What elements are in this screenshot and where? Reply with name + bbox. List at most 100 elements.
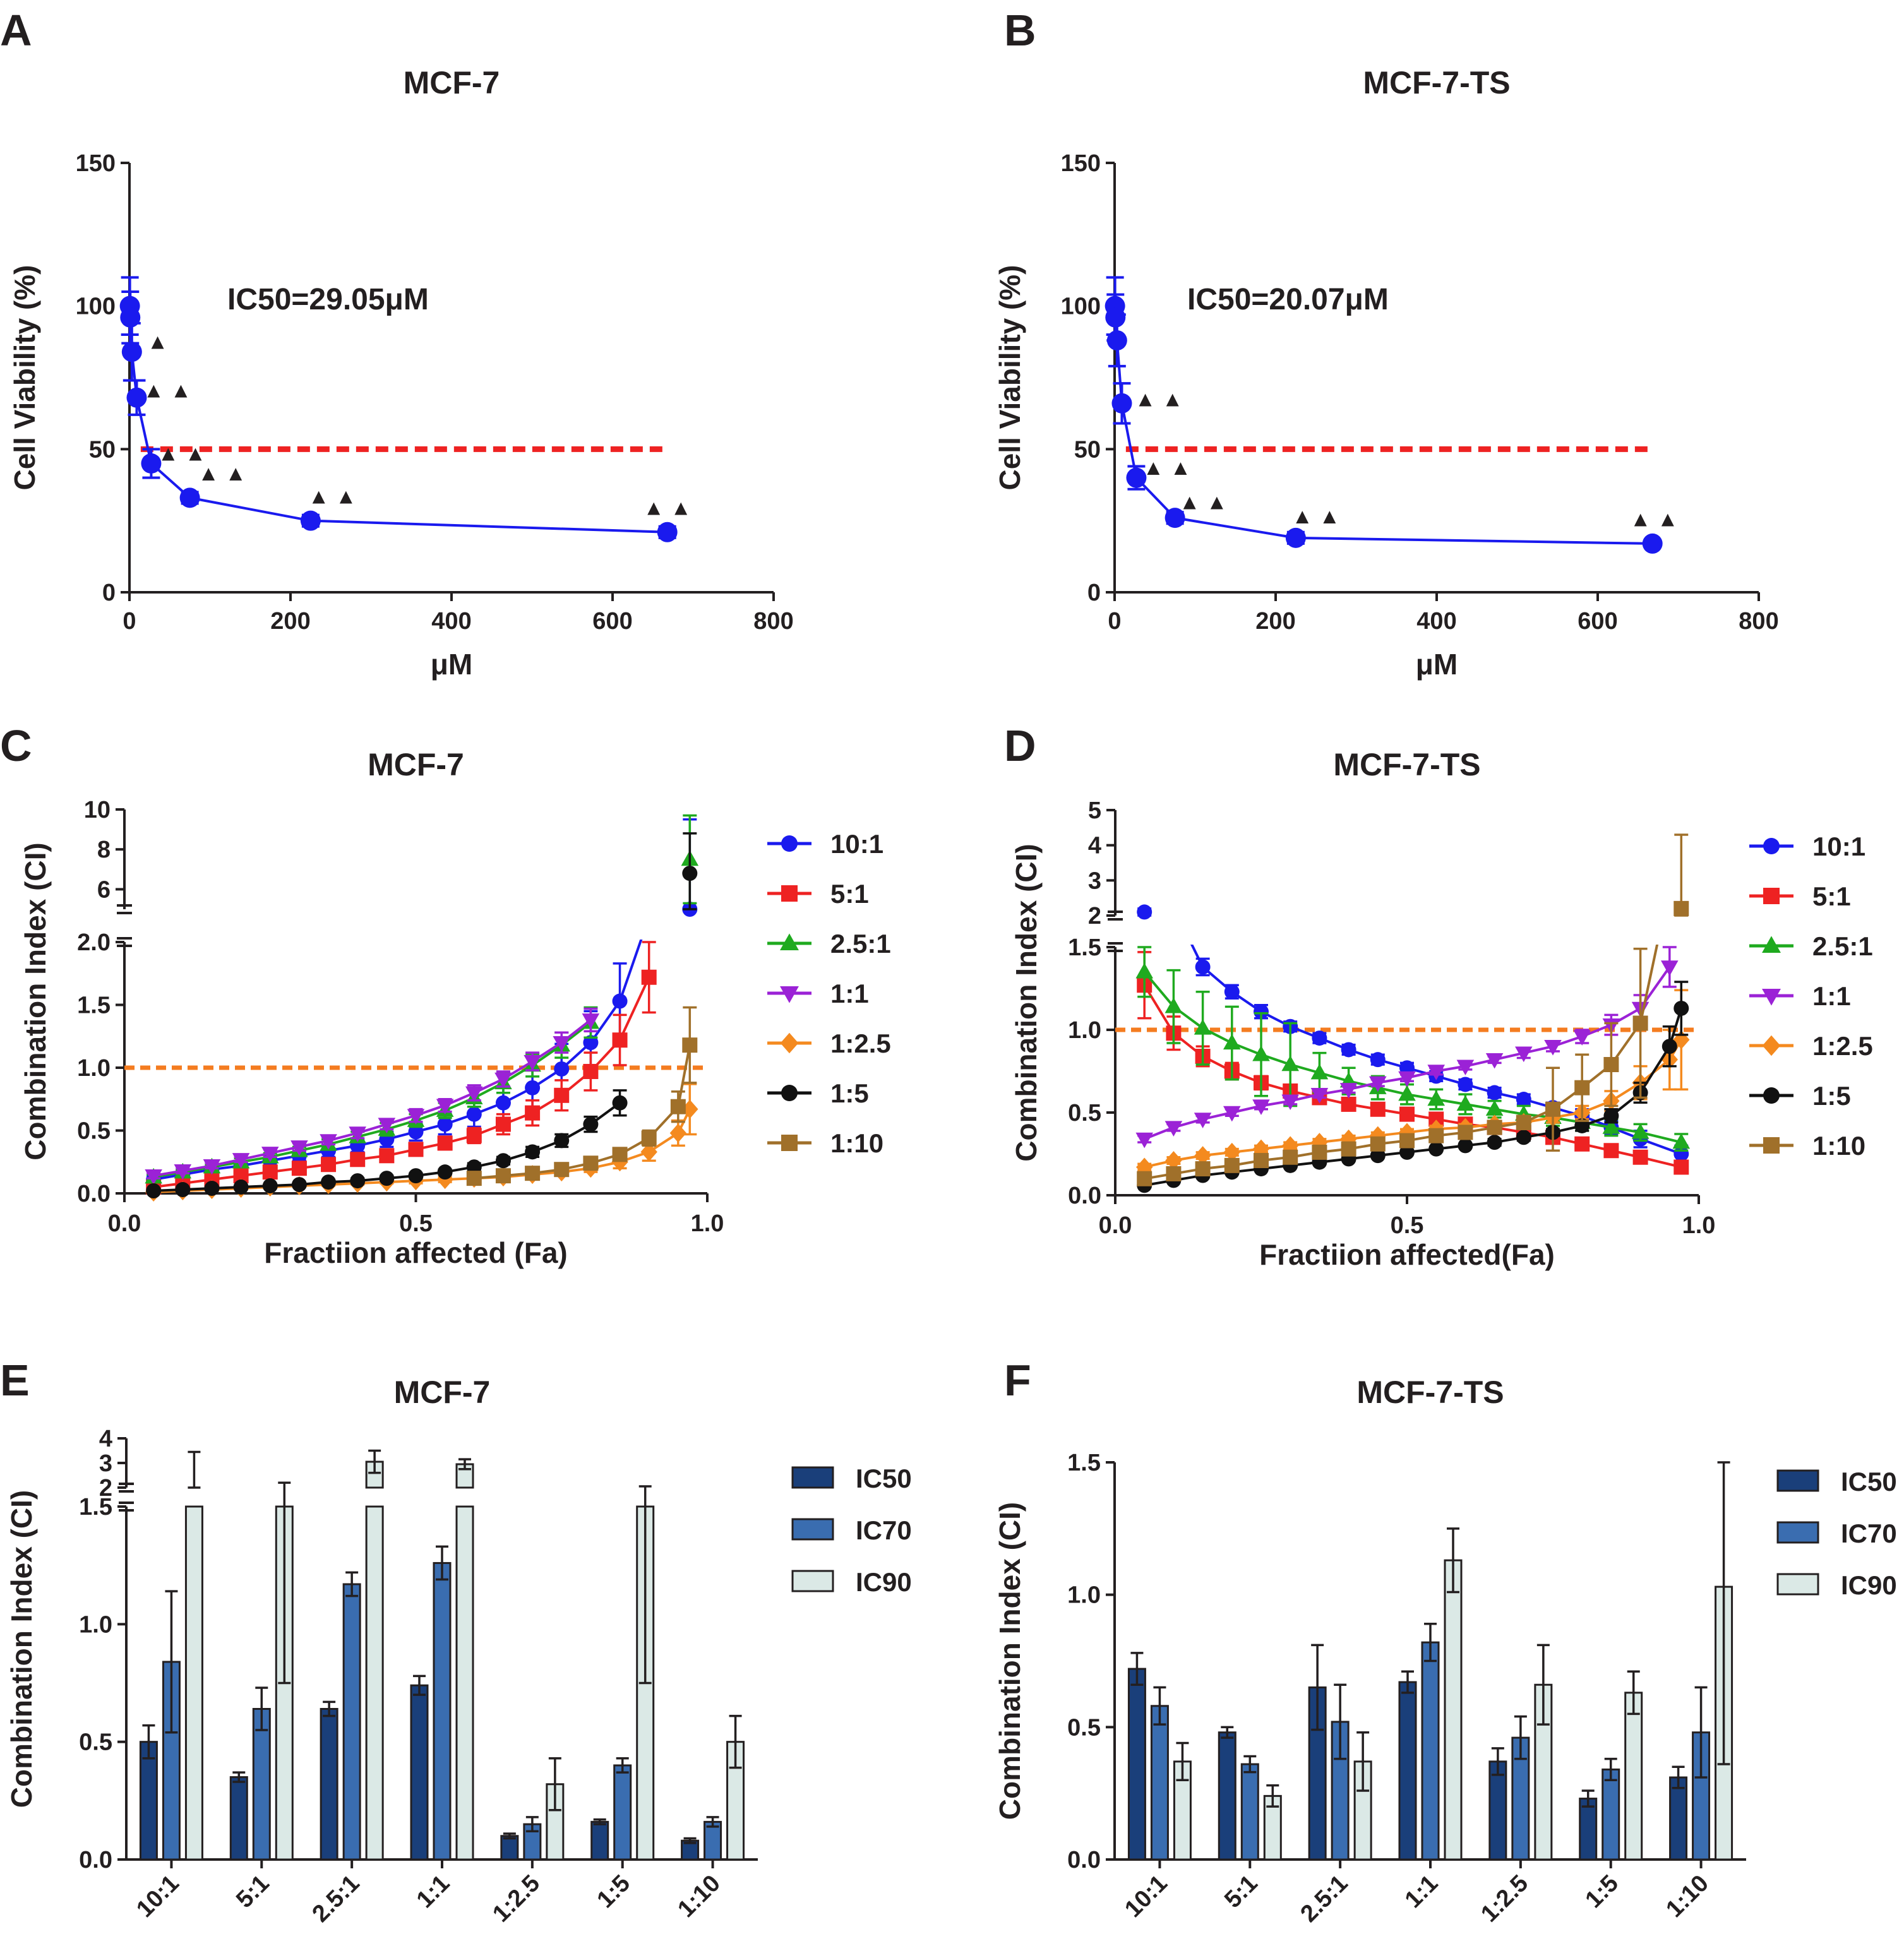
legend-label: IC90 <box>856 1567 912 1597</box>
data-point <box>1310 1063 1329 1080</box>
panel-letter-f: F <box>1004 1356 1031 1405</box>
data-point <box>141 453 162 474</box>
y-tick-label: 8 <box>97 837 111 863</box>
legend-item-1-5: 1:5 <box>767 1078 869 1108</box>
y-tick-label: 1.5 <box>1067 1450 1101 1476</box>
panel-d-ci-fa-mcf7-ts: MCF-7-TS 0.0 0.5 1.0 1.5 2 3 4 5 0.0 0.5 1.0 Fractii… <box>1010 747 1873 1271</box>
data-point <box>657 522 678 542</box>
y-tick-label: 50 <box>1074 436 1101 463</box>
legend-item-ic50: IC50 <box>791 1464 912 1493</box>
category-group-1-10: 1:10 <box>1661 1461 1733 1923</box>
legend-label: IC50 <box>1841 1467 1897 1496</box>
error-bar <box>1311 1644 1324 1731</box>
legend-label: 10:1 <box>830 829 883 859</box>
data-point <box>1516 1092 1531 1107</box>
data-point <box>1398 1123 1416 1142</box>
category-group-5-1: 5:1 <box>229 1481 294 1913</box>
legend-marker <box>781 1085 798 1101</box>
data-point <box>1105 307 1126 328</box>
y-tick-label: 150 <box>1061 150 1101 177</box>
significance-marker: ▲ ▲ <box>158 441 207 465</box>
data-point <box>670 1099 686 1114</box>
legend-item-ic70: IC70 <box>1776 1519 1897 1548</box>
y-axis-label: Combination Index (CI) <box>1010 844 1043 1161</box>
error-bar <box>1176 1741 1189 1781</box>
chart-title: MCF-7 <box>404 65 500 100</box>
data-point <box>554 1133 570 1149</box>
legend-marker <box>780 933 799 951</box>
error-bar <box>165 1590 178 1734</box>
bar-ic50 <box>1488 1760 1507 1861</box>
data-point <box>1456 1060 1475 1076</box>
data-point <box>1165 997 1183 1013</box>
series-1-1 <box>1135 946 1679 1149</box>
bar-ic50 <box>1398 1681 1417 1861</box>
data-point <box>1398 1085 1416 1101</box>
data-point <box>1285 527 1306 548</box>
data-point <box>1516 1114 1531 1130</box>
data-point <box>321 1174 337 1190</box>
data-point <box>1165 508 1185 528</box>
legend-item-1-10: 1:10 <box>1749 1131 1865 1161</box>
data-point <box>262 1178 278 1194</box>
error-bar <box>638 1485 652 1685</box>
legend-marker <box>781 885 798 902</box>
y-tick-label: 1.5 <box>1068 934 1101 961</box>
data-point <box>1194 1146 1211 1166</box>
data-point <box>466 1106 482 1122</box>
y-tick-label: 100 <box>1061 294 1101 320</box>
data-point <box>1574 1118 1590 1133</box>
significance-marker: ▲ ▲ <box>1630 508 1679 532</box>
error-bar <box>683 1837 697 1844</box>
data-point <box>291 1161 307 1176</box>
category-group-2-5-1: 2.5:1 <box>308 1449 384 1928</box>
data-point <box>1662 1039 1677 1054</box>
y-tick-label: 3 <box>1088 868 1101 894</box>
legend-label: 1:2.5 <box>1812 1031 1873 1061</box>
error-bar <box>278 1481 291 1685</box>
error-bar <box>729 1714 742 1769</box>
legend-label: 5:1 <box>1812 881 1851 911</box>
x-tick-label: 1.0 <box>691 1210 724 1237</box>
data-point <box>583 1155 599 1171</box>
data-point <box>640 1142 657 1162</box>
bar-ic90 <box>1624 1692 1643 1861</box>
error-bar <box>232 1771 246 1783</box>
data-point <box>1252 1099 1270 1115</box>
data-point <box>1603 1108 1619 1124</box>
y-tick-label: 1.0 <box>77 1055 111 1082</box>
x-tick-label: 600 <box>1578 608 1617 635</box>
data-point <box>1672 1133 1691 1149</box>
data-point <box>612 1032 628 1048</box>
legend-label: 1:2.5 <box>830 1029 891 1058</box>
legend-label: 1:1 <box>830 979 869 1008</box>
x-tick-label: 0.0 <box>1099 1212 1132 1239</box>
data-point <box>1428 1128 1444 1143</box>
data-point <box>407 1109 425 1125</box>
data-point <box>1341 1141 1356 1157</box>
y-tick-label: 100 <box>76 294 116 320</box>
legend-marker <box>781 835 798 852</box>
data-point <box>669 1123 687 1143</box>
data-point <box>378 1118 396 1133</box>
x-tick-label: 0 <box>1108 608 1121 635</box>
error-bar <box>1717 1461 1730 1765</box>
panel-letter-c: C <box>0 721 32 770</box>
x-axis-label: Fractiion affected(Fa) <box>1259 1238 1555 1271</box>
bar-ic50 <box>1127 1668 1146 1861</box>
legend-label: 1:10 <box>1812 1131 1865 1161</box>
chart-title: MCF-7-TS <box>1356 1375 1504 1410</box>
x-tick-label: 0 <box>123 608 136 635</box>
x-axis-label: Fractiion affected (Fa) <box>264 1236 568 1269</box>
y-tick-label: 4 <box>99 1426 112 1452</box>
legend-swatch <box>791 1466 834 1489</box>
significance-marker: ▲ ▲ <box>143 379 192 403</box>
x-tick-label: 800 <box>753 608 793 635</box>
data-point <box>682 866 698 881</box>
series-line <box>153 1021 592 1179</box>
series-1-10 <box>1137 833 1689 1186</box>
legend-item-10-1: 10:1 <box>1749 832 1865 861</box>
error-bar <box>368 1449 381 1474</box>
error-bar <box>1266 1784 1279 1808</box>
